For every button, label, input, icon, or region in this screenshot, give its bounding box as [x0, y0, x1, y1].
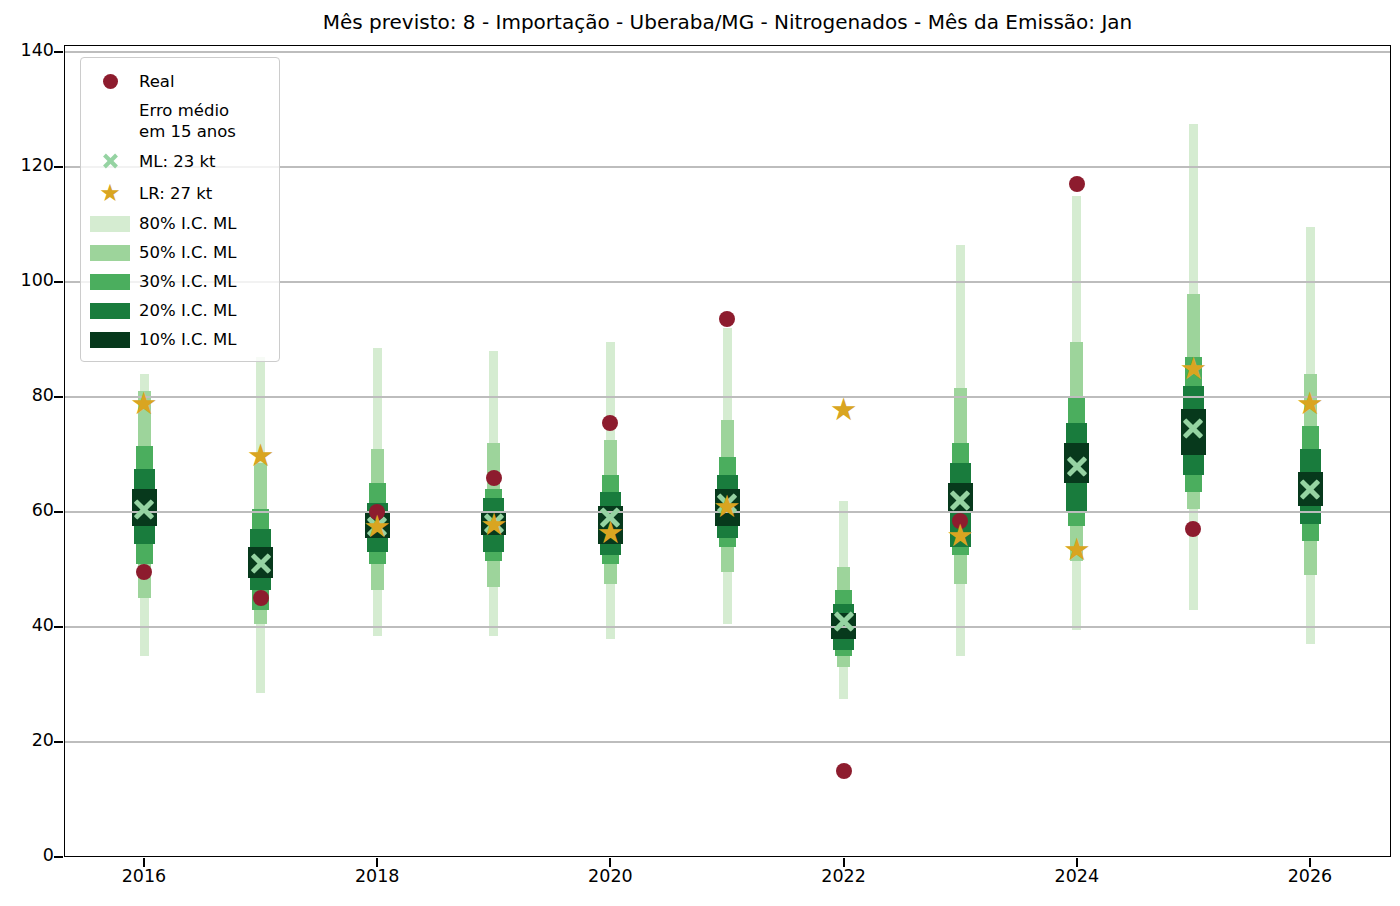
- lr-forecast-marker-2017: ★: [246, 441, 276, 469]
- legend-label: Real: [139, 71, 175, 92]
- lr-forecast-marker-2023: ★: [945, 521, 975, 549]
- real-value-marker-2020: [602, 415, 618, 431]
- ml-forecast-marker-2017: [249, 552, 273, 576]
- lr-forecast-marker-2018: ★: [362, 512, 392, 540]
- lr-forecast-marker-2020: ★: [595, 518, 625, 546]
- real-value-marker-2019: [486, 470, 502, 486]
- gridline-y-40: [65, 626, 1390, 628]
- y-tick-label: 40: [0, 614, 54, 636]
- legend-marker-cell: [81, 274, 139, 290]
- y-axis-tick: [54, 51, 63, 53]
- legend-label: LR: 27 kt: [139, 183, 212, 204]
- ml-forecast-marker-2024: [1065, 454, 1089, 478]
- lr-forecast-marker-2026: ★: [1295, 389, 1325, 417]
- lr-forecast-marker-2021: ★: [712, 492, 742, 520]
- legend-marker-cell: [81, 303, 139, 319]
- x-tick-label: 2026: [1260, 866, 1360, 886]
- x-tick-label: 2018: [327, 866, 427, 886]
- x-tick-label: 2016: [94, 866, 194, 886]
- real-value-marker-2017: [253, 590, 269, 606]
- real-value-marker-2024: [1069, 176, 1085, 192]
- legend-marker-cell: [81, 216, 139, 232]
- legend: Real Erro médio em 15 anos ML: 23 kt ★ LR: 2…: [80, 57, 280, 362]
- y-tick-label: 0: [0, 844, 54, 866]
- y-tick-label: 80: [0, 384, 54, 406]
- legend-item-20pct: 20% I.C. ML: [81, 296, 279, 325]
- y-tick-label: 20: [0, 729, 54, 751]
- ci-legend-patch-icon: [90, 303, 130, 319]
- ml-forecast-marker-2022: [832, 609, 856, 633]
- chart-title: Mês previsto: 8 - Importação - Uberaba/M…: [65, 10, 1390, 34]
- legend-marker-cell: [81, 332, 139, 348]
- y-axis-tick: [54, 281, 63, 283]
- legend-item-30pct: 30% I.C. ML: [81, 267, 279, 296]
- gridline-y-20: [65, 741, 1390, 743]
- ci-legend-patch-icon: [90, 216, 130, 232]
- lr-forecast-marker-2016: ★: [129, 389, 159, 417]
- legend-item-x: ML: 23 kt: [81, 145, 279, 177]
- y-axis-tick: [54, 626, 63, 628]
- ci-legend-patch-icon: [90, 332, 130, 348]
- ci-legend-patch-icon: [90, 245, 130, 261]
- legend-marker-cell: [81, 245, 139, 261]
- x-tick-label: 2020: [560, 866, 660, 886]
- lr-forecast-marker-2019: ★: [479, 510, 509, 538]
- lr-forecast-marker-2025: ★: [1178, 354, 1208, 382]
- gridline-y-140: [65, 51, 1390, 53]
- forecast-chart: Mês previsto: 8 - Importação - Uberaba/M…: [0, 0, 1400, 906]
- y-tick-label: 100: [0, 269, 54, 291]
- ml-legend-x-icon: [102, 153, 119, 170]
- legend-label: 10% I.C. ML: [139, 329, 236, 350]
- y-axis-tick: [54, 741, 63, 743]
- ml-forecast-marker-2025: [1181, 417, 1205, 441]
- legend-label: 20% I.C. ML: [139, 300, 236, 321]
- ml-forecast-marker-2016: [132, 497, 156, 521]
- legend-item-none: Erro médio em 15 anos: [81, 97, 279, 145]
- real-value-marker-2022: [836, 763, 852, 779]
- legend-marker-cell: ★: [81, 182, 139, 204]
- real-value-marker-2021: [719, 311, 735, 327]
- real-value-marker-2025: [1185, 521, 1201, 537]
- ml-forecast-marker-2026: [1298, 477, 1322, 501]
- legend-label: Erro médio em 15 anos: [139, 100, 236, 142]
- legend-marker-cell: [81, 74, 139, 89]
- legend-label: 30% I.C. ML: [139, 271, 236, 292]
- y-axis-tick: [54, 856, 63, 858]
- legend-label: ML: 23 kt: [139, 151, 216, 172]
- y-tick-label: 60: [0, 499, 54, 521]
- lr-forecast-marker-2022: ★: [829, 395, 859, 423]
- ci-legend-patch-icon: [90, 274, 130, 290]
- legend-marker-cell: [81, 153, 139, 170]
- gridline-y-80: [65, 396, 1390, 398]
- legend-label: 80% I.C. ML: [139, 213, 236, 234]
- real-legend-dot-icon: [103, 74, 118, 89]
- lr-forecast-marker-2024: ★: [1062, 535, 1092, 563]
- legend-label: 50% I.C. ML: [139, 242, 236, 263]
- y-tick-label: 140: [0, 39, 54, 61]
- y-axis-tick: [54, 511, 63, 513]
- x-tick-label: 2022: [794, 866, 894, 886]
- legend-item-star: ★ LR: 27 kt: [81, 177, 279, 209]
- y-tick-label: 120: [0, 154, 54, 176]
- legend-item-10pct: 10% I.C. ML: [81, 325, 279, 354]
- x-tick-label: 2024: [1027, 866, 1127, 886]
- lr-legend-star-icon: ★: [99, 182, 121, 204]
- legend-item-50pct: 50% I.C. ML: [81, 238, 279, 267]
- y-axis-tick: [54, 396, 63, 398]
- legend-item-80pct: 80% I.C. ML: [81, 209, 279, 238]
- y-axis-tick: [54, 166, 63, 168]
- ml-forecast-marker-2023: [948, 489, 972, 513]
- legend-item-circle: Real: [81, 65, 279, 97]
